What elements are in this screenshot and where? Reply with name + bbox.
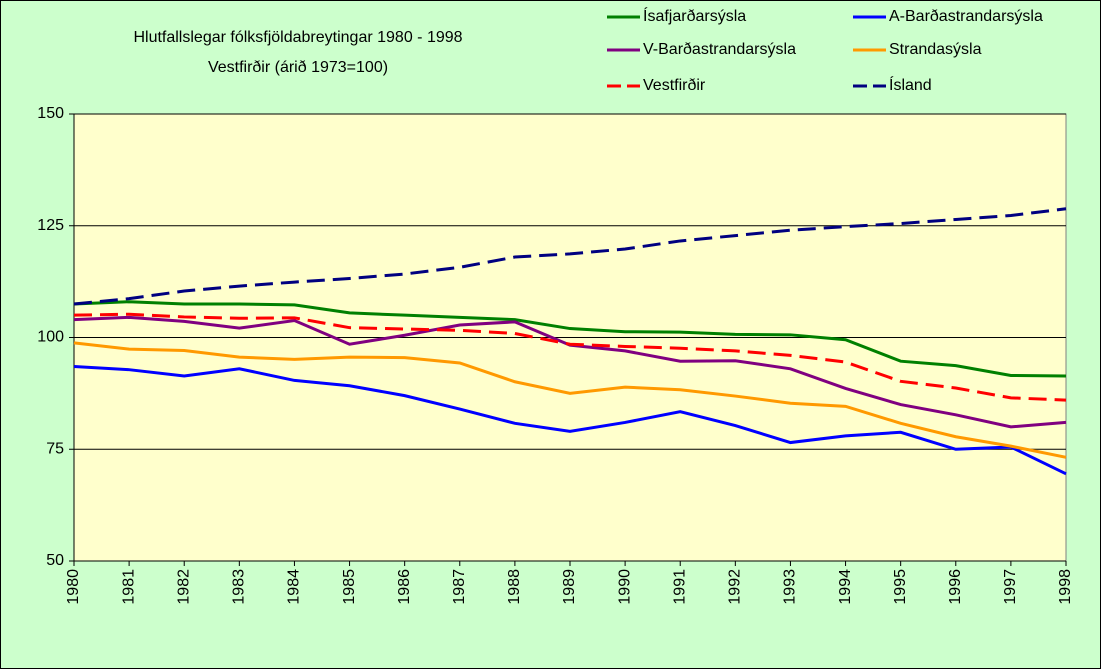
x-tick-label: 1998 xyxy=(1057,569,1074,605)
x-tick-label: 1988 xyxy=(506,569,523,605)
x-tick-label: 1986 xyxy=(396,569,413,605)
chart-subtitle: Vestfirðir (árið 1973=100) xyxy=(208,59,388,76)
legend-label: A-Barðastrandarsýsla xyxy=(889,8,1043,25)
x-tick-label: 1991 xyxy=(671,569,688,605)
x-tick-label: 1984 xyxy=(286,569,303,605)
y-tick-label: 50 xyxy=(46,552,64,569)
y-tick-label: 75 xyxy=(46,440,64,457)
y-tick-label: 125 xyxy=(37,217,64,234)
x-tick-label: 1989 xyxy=(561,569,578,605)
legend-label: Ísland xyxy=(889,75,932,94)
series-line xyxy=(73,341,1067,459)
legend-label: Strandasýsla xyxy=(889,41,982,58)
series-line xyxy=(73,207,1067,306)
y-tick-label: 150 xyxy=(37,105,64,122)
x-tick-label: 1996 xyxy=(947,569,964,605)
x-tick-label: 1993 xyxy=(782,569,799,605)
x-tick-label: 1997 xyxy=(1002,569,1019,605)
legend-label: Vestfirðir xyxy=(643,77,706,94)
y-tick-label: 100 xyxy=(37,329,64,346)
x-tick-label: 1995 xyxy=(892,569,909,605)
legend-label: Ísafjarðarsýsla xyxy=(643,6,746,25)
x-tick-label: 1982 xyxy=(175,569,192,605)
legend-label: V-Barðastrandarsýsla xyxy=(643,41,796,58)
x-tick-label: 1983 xyxy=(231,569,248,605)
x-tick-label: 1992 xyxy=(727,569,744,605)
x-tick-label: 1981 xyxy=(120,569,137,605)
series-line xyxy=(73,312,1067,402)
x-tick-label: 1987 xyxy=(451,569,468,605)
x-tick-label: 1985 xyxy=(341,569,358,605)
x-tick-label: 1980 xyxy=(65,569,82,605)
x-tick-label: 1994 xyxy=(837,569,854,605)
x-tick-label: 1990 xyxy=(616,569,633,605)
series-line xyxy=(73,365,1067,476)
chart-title: Hlutfallslegar fólksfjöldabreytingar 198… xyxy=(133,29,462,46)
series-line xyxy=(73,300,1067,378)
